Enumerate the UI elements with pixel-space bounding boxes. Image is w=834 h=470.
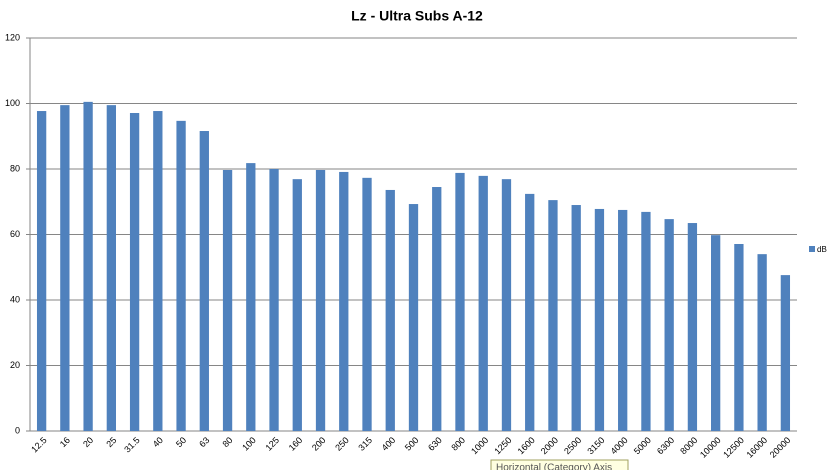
x-tick-label: 800 <box>449 435 467 453</box>
bar <box>780 275 791 431</box>
x-tick-label: 6300 <box>655 435 676 456</box>
legend-label: dB <box>817 245 827 254</box>
x-tick-label: 250 <box>333 435 351 453</box>
x-tick-label: 4000 <box>609 435 630 456</box>
x-tick-label: 20 <box>81 435 95 449</box>
bar <box>757 254 767 431</box>
tooltip: Horizontal (Category) Axis <box>496 463 612 470</box>
bar <box>478 175 488 431</box>
x-tick-label: 2500 <box>562 435 583 456</box>
legend-swatch <box>809 246 815 252</box>
bar <box>36 111 47 431</box>
bar <box>432 187 442 431</box>
bar <box>455 172 465 431</box>
y-tick-label: 20 <box>10 360 20 370</box>
x-tick-label: 315 <box>356 435 374 453</box>
bar <box>408 204 419 431</box>
x-tick-label: 16000 <box>744 435 769 460</box>
bar <box>618 209 628 431</box>
x-tick-label: 16 <box>58 435 72 449</box>
x-tick-label: 20000 <box>768 435 793 460</box>
bar <box>315 169 326 432</box>
bar <box>129 112 140 431</box>
x-tick-label: 1250 <box>492 435 513 456</box>
y-tick-label: 0 <box>15 425 20 435</box>
bar <box>594 208 605 431</box>
bar <box>571 205 581 431</box>
x-tick-label: 80 <box>221 435 235 449</box>
y-tick-label: 60 <box>10 229 20 239</box>
bar <box>292 179 302 431</box>
x-tick-label: 1000 <box>469 435 490 456</box>
x-tick-label: 160 <box>287 435 305 453</box>
x-tick-label: 2000 <box>539 435 560 456</box>
x-tick-label: 31.5 <box>122 435 141 454</box>
bar <box>385 189 395 431</box>
y-tick-label: 40 <box>10 294 20 304</box>
bar <box>106 105 116 431</box>
x-tick-label: 125 <box>263 435 281 453</box>
bar <box>269 169 279 431</box>
x-tick-label: 40 <box>151 435 165 449</box>
x-tick-label: 50 <box>174 435 188 449</box>
bar <box>711 235 721 431</box>
x-tick-label: 10000 <box>698 435 723 460</box>
tooltip-box <box>490 459 629 470</box>
x-tick-label: 100 <box>240 435 258 453</box>
x-tick-label: 1600 <box>516 435 537 456</box>
x-tick-label: 200 <box>310 435 328 453</box>
bar <box>246 163 256 432</box>
x-tick-label: 500 <box>403 435 421 453</box>
bar <box>83 101 93 432</box>
x-tick-label: 400 <box>380 435 398 453</box>
bar <box>501 179 512 431</box>
x-tick-label: 630 <box>426 435 444 453</box>
bar <box>664 219 674 431</box>
bar <box>60 105 70 431</box>
bar <box>222 169 233 432</box>
x-tick-label: 8000 <box>678 435 699 456</box>
bar <box>641 211 651 431</box>
bar <box>362 177 372 431</box>
x-tick-label: 3150 <box>585 435 606 456</box>
y-tick-label: 80 <box>10 163 20 173</box>
x-tick-label: 5000 <box>632 435 653 456</box>
bar <box>525 193 535 431</box>
y-tick-label: 100 <box>5 98 20 108</box>
bar <box>153 111 163 431</box>
x-tick-label: 63 <box>197 435 211 449</box>
bar <box>734 243 744 431</box>
x-tick-label: 12500 <box>721 435 746 460</box>
bar <box>176 120 186 432</box>
x-tick-label: 12.5 <box>29 435 48 454</box>
bar <box>687 223 698 431</box>
x-tick-label: 25 <box>104 435 118 449</box>
bar <box>548 200 558 431</box>
chart-title: Lz - Ultra Subs A-12 <box>351 8 483 24</box>
bar <box>199 131 209 431</box>
y-tick-label: 120 <box>5 32 20 42</box>
bar <box>339 171 349 431</box>
